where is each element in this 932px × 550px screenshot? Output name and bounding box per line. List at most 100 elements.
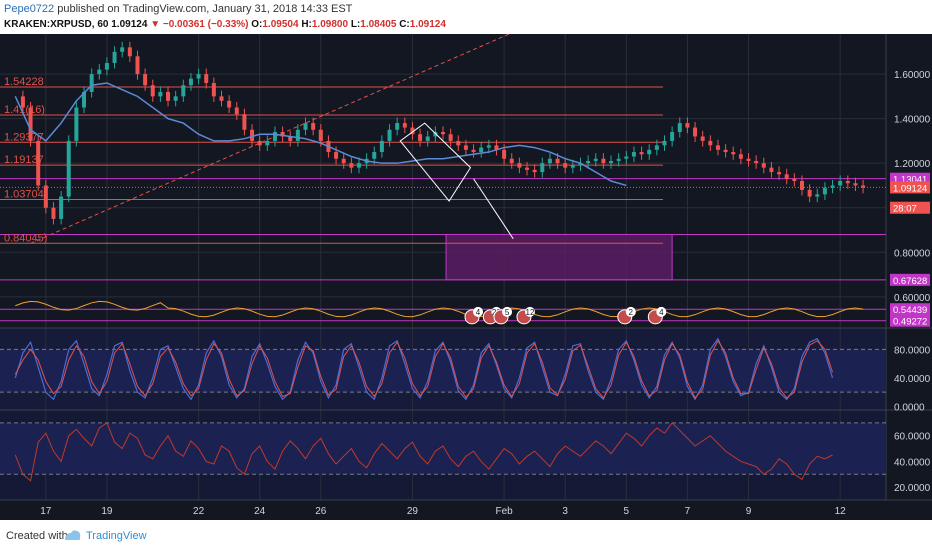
candle-body[interactable] <box>471 149 476 153</box>
candle-body[interactable] <box>410 127 415 135</box>
candle-body[interactable] <box>74 107 79 141</box>
candle-body[interactable] <box>540 163 545 173</box>
candle-body[interactable] <box>59 196 64 219</box>
candle-body[interactable] <box>700 136 705 141</box>
candle-body[interactable] <box>135 56 140 75</box>
candle-body[interactable] <box>570 165 575 168</box>
candle-body[interactable] <box>318 129 323 141</box>
candle-body[interactable] <box>288 136 293 141</box>
descending-channel[interactable] <box>399 122 472 202</box>
candle-body[interactable] <box>532 169 537 173</box>
candle-body[interactable] <box>36 140 41 186</box>
candle-body[interactable] <box>792 178 797 181</box>
candle-body[interactable] <box>654 145 659 150</box>
candle-body[interactable] <box>257 140 262 146</box>
candle-body[interactable] <box>112 51 117 63</box>
candle-body[interactable] <box>784 174 789 179</box>
candle-body[interactable] <box>639 152 644 155</box>
candle-body[interactable] <box>211 83 216 97</box>
candle-body[interactable] <box>815 194 820 197</box>
candle-body[interactable] <box>670 132 675 141</box>
candle-body[interactable] <box>685 123 690 128</box>
candle-body[interactable] <box>43 185 48 208</box>
candle-body[interactable] <box>547 158 552 164</box>
candle-body[interactable] <box>586 160 591 164</box>
candle-body[interactable] <box>219 96 224 101</box>
candle-body[interactable] <box>166 91 171 101</box>
candle-body[interactable] <box>463 145 468 150</box>
candle-body[interactable] <box>509 158 514 164</box>
publisher-link[interactable]: Pepe0722 <box>4 3 55 15</box>
candle-body[interactable] <box>578 163 583 166</box>
candle-body[interactable] <box>272 132 277 141</box>
candle-body[interactable] <box>82 91 87 108</box>
candle-body[interactable] <box>181 85 186 97</box>
candle-body[interactable] <box>250 129 255 141</box>
candle-body[interactable] <box>51 207 56 219</box>
candle-body[interactable] <box>631 152 636 157</box>
candle-body[interactable] <box>150 85 155 97</box>
candle-body[interactable] <box>234 107 239 115</box>
candle-body[interactable] <box>479 147 484 153</box>
candle-body[interactable] <box>265 140 270 146</box>
candle-body[interactable] <box>20 96 25 108</box>
candle-body[interactable] <box>188 78 193 86</box>
candle-body[interactable] <box>379 140 384 153</box>
candle-body[interactable] <box>601 158 606 164</box>
candle-body[interactable] <box>769 167 774 173</box>
candle-body[interactable] <box>715 145 720 150</box>
candle-body[interactable] <box>853 183 858 186</box>
candle-body[interactable] <box>777 172 782 175</box>
candle-body[interactable] <box>433 132 438 137</box>
candle-body[interactable] <box>280 132 285 137</box>
candle-body[interactable] <box>127 47 132 57</box>
candle-body[interactable] <box>97 69 102 75</box>
candle-body[interactable] <box>66 140 71 197</box>
candle-body[interactable] <box>28 107 33 141</box>
candle-body[interactable] <box>838 181 843 186</box>
candle-body[interactable] <box>372 152 377 159</box>
candle-body[interactable] <box>723 149 728 153</box>
candle-body[interactable] <box>616 158 621 161</box>
candle-body[interactable] <box>517 163 522 168</box>
tradingview-brand-link[interactable]: TradingView <box>86 530 147 542</box>
candle-body[interactable] <box>486 145 491 148</box>
candle-body[interactable] <box>662 140 667 146</box>
symbol-label[interactable]: KRAKEN:XRPUSD, 60 <box>4 19 109 30</box>
candle-body[interactable] <box>609 160 614 164</box>
candle-body[interactable] <box>731 152 736 155</box>
candle-body[interactable] <box>624 156 629 159</box>
candle-body[interactable] <box>807 189 812 197</box>
candle-body[interactable] <box>303 123 308 130</box>
candle-body[interactable] <box>158 91 163 97</box>
candle-body[interactable] <box>425 136 430 141</box>
candle-body[interactable] <box>830 185 835 188</box>
candle-body[interactable] <box>395 123 400 130</box>
candle-body[interactable] <box>738 154 743 159</box>
candle-body[interactable] <box>104 62 109 70</box>
candle-body[interactable] <box>120 47 125 52</box>
candle-body[interactable] <box>746 158 751 161</box>
candle-body[interactable] <box>173 96 178 101</box>
candle-body[interactable] <box>693 127 698 137</box>
candle-body[interactable] <box>555 158 560 164</box>
candle-body[interactable] <box>242 114 247 130</box>
candle-body[interactable] <box>349 163 354 168</box>
candle-body[interactable] <box>295 129 300 141</box>
candle-body[interactable] <box>456 140 461 146</box>
candle-body[interactable] <box>593 158 598 161</box>
candle-body[interactable] <box>525 167 530 170</box>
candle-body[interactable] <box>204 74 209 83</box>
candle-body[interactable] <box>143 74 148 86</box>
candle-body[interactable] <box>799 181 804 190</box>
candle-body[interactable] <box>845 181 850 184</box>
candle-body[interactable] <box>341 158 346 164</box>
candle-body[interactable] <box>441 132 445 135</box>
candle-body[interactable] <box>861 185 866 188</box>
candle-body[interactable] <box>448 134 453 141</box>
candle-body[interactable] <box>89 74 94 92</box>
candle-body[interactable] <box>227 100 232 108</box>
candle-body[interactable] <box>647 149 652 155</box>
candle-body[interactable] <box>494 145 499 150</box>
candle-body[interactable] <box>822 187 827 195</box>
